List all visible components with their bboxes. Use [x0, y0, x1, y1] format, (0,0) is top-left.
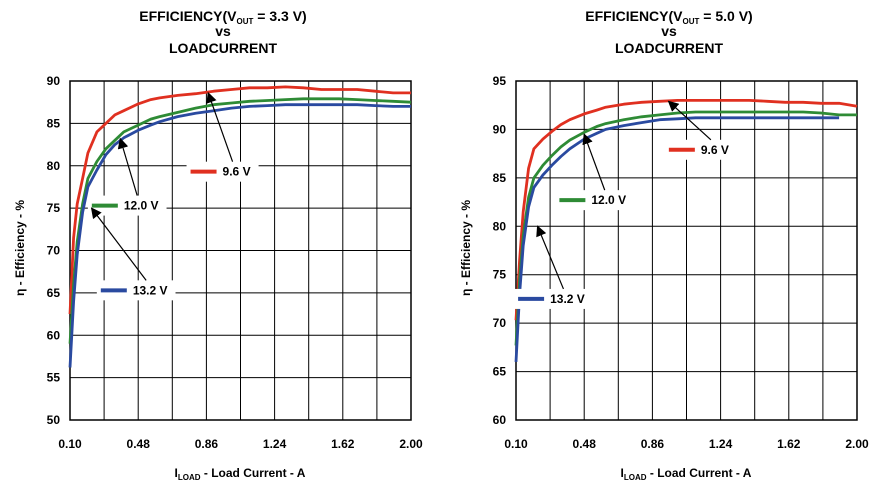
- y-tick-label: 85: [47, 116, 61, 130]
- x-tick-label: 0.48: [127, 437, 151, 451]
- x-tick-label: 1.24: [709, 437, 733, 451]
- callout-arrow: [90, 207, 147, 281]
- x-axis-label: ILOAD - Load Current - A: [620, 466, 752, 482]
- plot-frame: [515, 80, 858, 421]
- x-tick-label: 2.00: [845, 437, 869, 451]
- x-tick-label: 0.10: [58, 437, 82, 451]
- series-line-13-2-v: [514, 116, 840, 362]
- y-tick-label: 75: [493, 268, 507, 282]
- y-tick-label: 95: [493, 74, 507, 88]
- y-tick-label: 90: [493, 122, 507, 136]
- y-tick-label: 90: [47, 74, 61, 88]
- x-tick-label: 0.10: [504, 437, 528, 451]
- y-tick-label: 60: [493, 413, 507, 427]
- label-backdrop: [96, 280, 176, 301]
- series-label: 12.0 V: [124, 199, 159, 213]
- y-tick-label: 50: [47, 413, 61, 427]
- series-label: 9.6 V: [223, 165, 251, 179]
- y-tick-label: 65: [47, 286, 61, 300]
- y-tick-label: 60: [47, 328, 61, 342]
- series-line-13-2-v: [68, 103, 411, 368]
- y-tick-label: 55: [47, 371, 61, 385]
- label-backdrop: [87, 195, 167, 216]
- series-line-12-0-v: [68, 97, 412, 344]
- series-line-9-6-v: [514, 99, 858, 321]
- x-tick-label: 0.86: [641, 437, 665, 451]
- chart-panel-vout-5v0: EFFICIENCY(VOUT = 5.0 V) vs LOADCURRENT …: [446, 0, 892, 496]
- x-axis-label: ILOAD - Load Current - A: [174, 466, 306, 482]
- y-tick-label: 80: [493, 219, 507, 233]
- y-tick-label: 75: [47, 201, 61, 215]
- callout-arrow: [117, 137, 138, 196]
- x-tick-label: 1.62: [777, 437, 801, 451]
- callout-arrow: [582, 133, 606, 191]
- label-backdrop: [555, 190, 635, 211]
- y-tick-label: 80: [47, 159, 61, 173]
- y-tick-label: 85: [493, 171, 507, 185]
- x-tick-label: 0.48: [573, 437, 597, 451]
- callout-arrow: [536, 225, 565, 290]
- y-tick-label: 70: [493, 316, 507, 330]
- x-tick-label: 1.24: [263, 437, 287, 451]
- series-label: 9.6 V: [701, 143, 729, 157]
- x-tick-label: 2.00: [399, 437, 423, 451]
- label-backdrop: [186, 161, 259, 182]
- x-tick-label: 0.86: [195, 437, 219, 451]
- y-tick-label: 65: [493, 365, 507, 379]
- y-axis-label: η - Efficiency - %: [459, 199, 473, 297]
- chart-panel-vout-3v3: EFFICIENCY(VOUT = 3.3 V) vs LOADCURRENT …: [13, 8, 423, 482]
- plot-frame: [69, 80, 412, 421]
- series-label: 13.2 V: [133, 283, 168, 297]
- y-axis-label: η - Efficiency - %: [13, 199, 27, 297]
- label-backdrop: [514, 288, 593, 309]
- callout-arrow: [206, 91, 234, 162]
- y-tick-label: 70: [47, 244, 61, 258]
- series-line-9-6-v: [68, 85, 411, 315]
- x-tick-label: 1.62: [331, 437, 355, 451]
- label-backdrop: [664, 139, 737, 160]
- efficiency-chart-3v3: 50 55 60 65 70 75 80 85 90 0.10 0.48 0.86 1.24 1.62 2.…: [47, 74, 423, 451]
- series-label: 13.2 V: [550, 292, 585, 306]
- series-line-12-0-v: [514, 110, 857, 346]
- series-label: 12.0 V: [591, 193, 626, 207]
- callout-arrow: [667, 100, 712, 141]
- efficiency-chart-5v0: 60 65 70 75 80 85 90 95 0.10 0.48 0.86 1.24 1.62 2.00…: [493, 74, 869, 451]
